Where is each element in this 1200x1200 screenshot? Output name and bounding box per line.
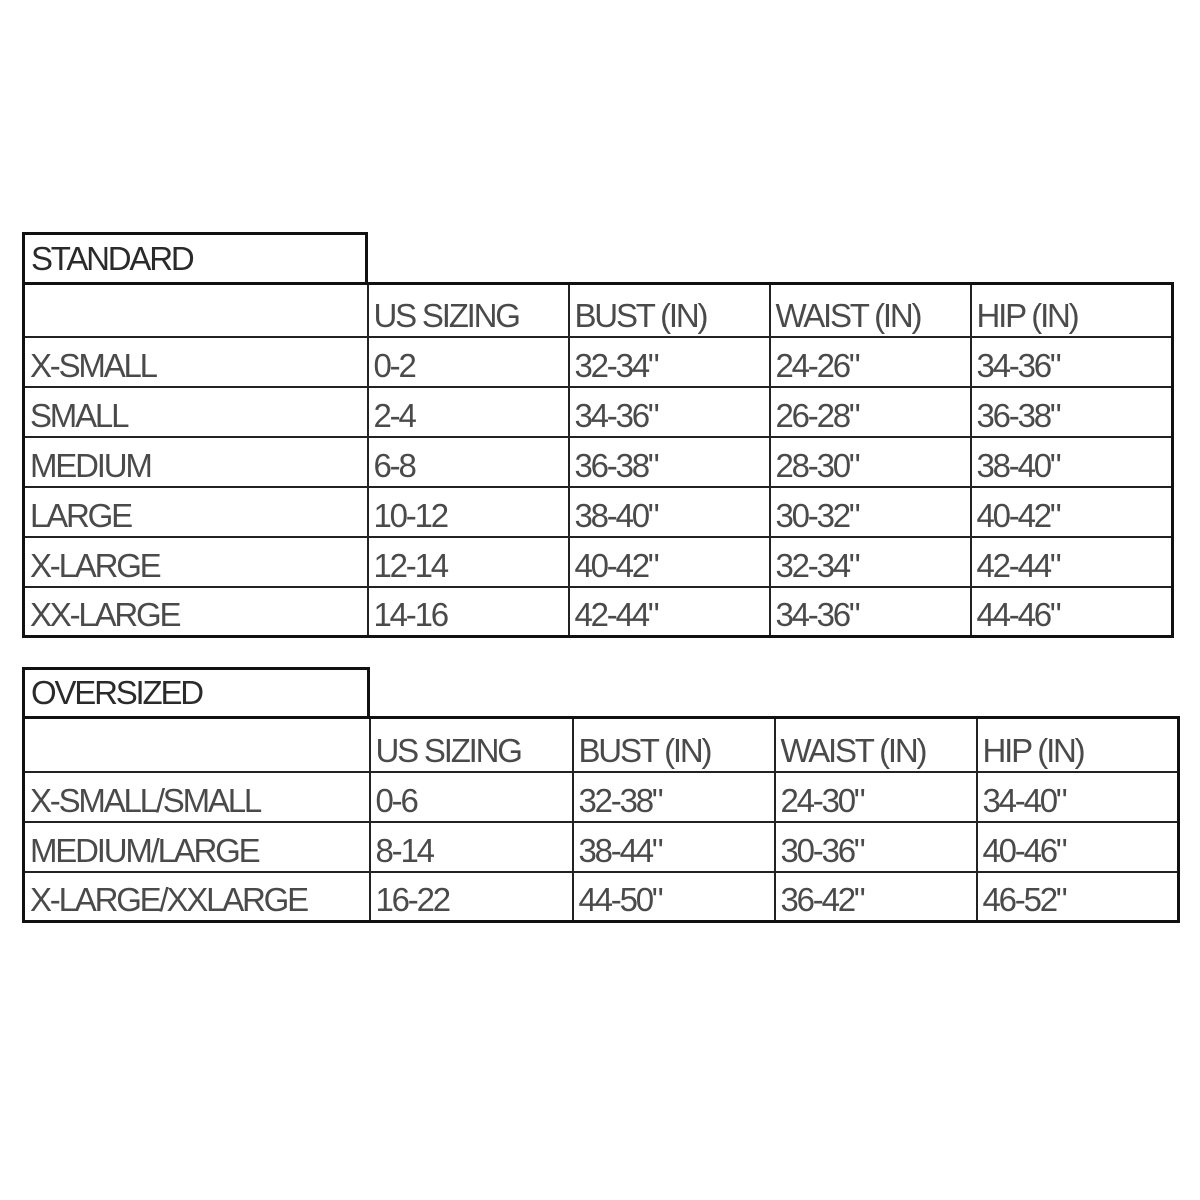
- measurement-cell: 10-12: [366, 485, 570, 538]
- table-row: X-SMALL 0-2 32-34" 24-26" 34-36": [22, 335, 1174, 388]
- standard-size-table: US SIZING BUST (IN) WAIST (IN) HIP (IN) X-SM…: [22, 282, 1174, 638]
- size-label-cell: LARGE: [22, 485, 369, 538]
- table-row: LARGE 10-12 38-40" 30-32" 40-42": [22, 485, 1174, 538]
- measurement-cell: 44-46": [969, 585, 1174, 638]
- header-row: US SIZING BUST (IN) WAIST (IN) HIP (IN): [22, 716, 1180, 773]
- measurement-cell: 38-40": [567, 485, 771, 538]
- measurement-cell: 16-22: [368, 870, 574, 923]
- column-header: BUST (IN): [567, 282, 771, 338]
- measurement-cell: 8-14: [368, 820, 574, 873]
- column-header: WAIST (IN): [773, 716, 978, 773]
- column-header: US SIZING: [368, 716, 574, 773]
- size-label-cell: SMALL: [22, 385, 369, 438]
- table-row: MEDIUM/LARGE 8-14 38-44" 30-36" 40-46": [22, 820, 1180, 873]
- measurement-cell: 42-44": [969, 535, 1174, 588]
- column-header: [22, 716, 371, 773]
- column-header: HIP (IN): [975, 716, 1180, 773]
- measurement-cell: 36-38": [567, 435, 771, 488]
- oversized-section-title: OVERSIZED: [22, 667, 370, 719]
- measurement-cell: 24-26": [768, 335, 972, 388]
- measurement-cell: 34-40": [975, 770, 1180, 823]
- measurement-cell: 14-16: [366, 585, 570, 638]
- measurement-cell: 38-40": [969, 435, 1174, 488]
- column-header: WAIST (IN): [768, 282, 972, 338]
- table-row: X-LARGE 12-14 40-42" 32-34" 42-44": [22, 535, 1174, 588]
- measurement-cell: 30-36": [773, 820, 978, 873]
- size-label-cell: MEDIUM: [22, 435, 369, 488]
- size-label-cell: X-LARGE/XXLARGE: [22, 870, 371, 923]
- measurement-cell: 2-4: [366, 385, 570, 438]
- measurement-cell: 46-52": [975, 870, 1180, 923]
- measurement-cell: 32-34": [768, 535, 972, 588]
- measurement-cell: 6-8: [366, 435, 570, 488]
- measurement-cell: 32-38": [571, 770, 776, 823]
- header-row: US SIZING BUST (IN) WAIST (IN) HIP (IN): [22, 282, 1174, 338]
- measurement-cell: 26-28": [768, 385, 972, 438]
- measurement-cell: 40-42": [567, 535, 771, 588]
- measurement-cell: 0-2: [366, 335, 570, 388]
- measurement-cell: 40-46": [975, 820, 1180, 873]
- column-header: [22, 282, 369, 338]
- measurement-cell: 34-36": [567, 385, 771, 438]
- measurement-cell: 28-30": [768, 435, 972, 488]
- measurement-cell: 36-42": [773, 870, 978, 923]
- measurement-cell: 0-6: [368, 770, 574, 823]
- measurement-cell: 44-50": [571, 870, 776, 923]
- table-row: X-LARGE/XXLARGE 16-22 44-50" 36-42" 46-52": [22, 870, 1180, 923]
- size-label-cell: X-LARGE: [22, 535, 369, 588]
- measurement-cell: 38-44": [571, 820, 776, 873]
- column-header: HIP (IN): [969, 282, 1174, 338]
- size-label-cell: X-SMALL/SMALL: [22, 770, 371, 823]
- table-row: MEDIUM 6-8 36-38" 28-30" 38-40": [22, 435, 1174, 488]
- measurement-cell: 30-32": [768, 485, 972, 538]
- column-header: BUST (IN): [571, 716, 776, 773]
- measurement-cell: 24-30": [773, 770, 978, 823]
- measurement-cell: 36-38": [969, 385, 1174, 438]
- table-row: XX-LARGE 14-16 42-44" 34-36" 44-46": [22, 585, 1174, 638]
- table-row: SMALL 2-4 34-36" 26-28" 36-38": [22, 385, 1174, 438]
- size-label-cell: X-SMALL: [22, 335, 369, 388]
- measurement-cell: 12-14: [366, 535, 570, 588]
- standard-section-title: STANDARD: [22, 232, 368, 285]
- column-header: US SIZING: [366, 282, 570, 338]
- measurement-cell: 34-36": [768, 585, 972, 638]
- size-label-cell: MEDIUM/LARGE: [22, 820, 371, 873]
- size-label-cell: XX-LARGE: [22, 585, 369, 638]
- measurement-cell: 34-36": [969, 335, 1174, 388]
- measurement-cell: 32-34": [567, 335, 771, 388]
- oversized-size-table: US SIZING BUST (IN) WAIST (IN) HIP (IN) X-SM…: [22, 716, 1180, 923]
- measurement-cell: 42-44": [567, 585, 771, 638]
- table-row: X-SMALL/SMALL 0-6 32-38" 24-30" 34-40": [22, 770, 1180, 823]
- measurement-cell: 40-42": [969, 485, 1174, 538]
